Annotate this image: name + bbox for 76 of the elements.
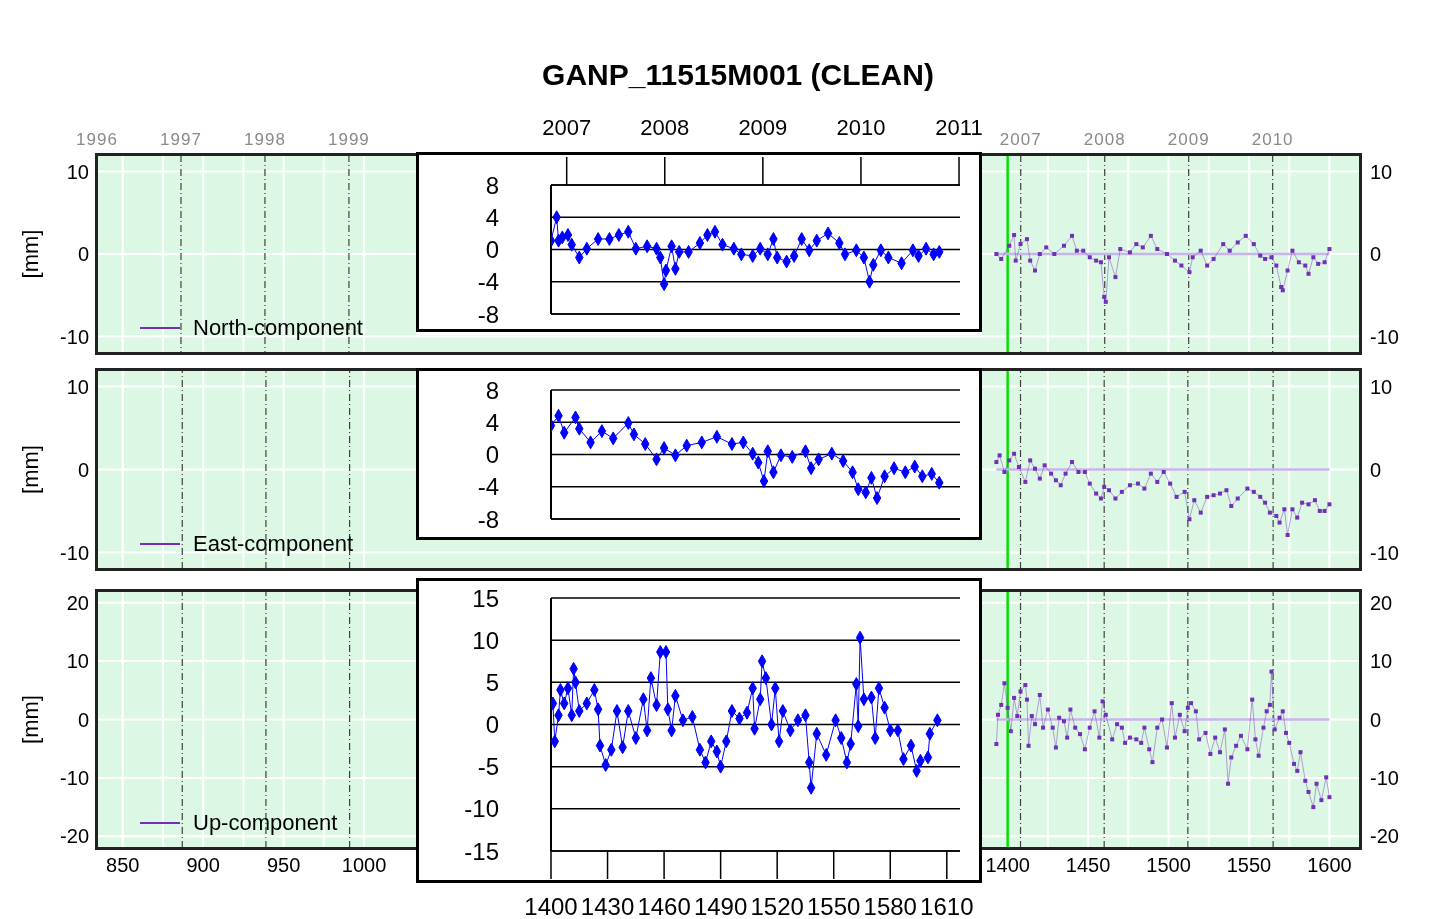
y2-tick-label: -10 (1370, 325, 1399, 348)
x2-tick-label: 2007 (542, 115, 592, 140)
y-tick-label: 10 (66, 160, 89, 183)
y-tick-label: 0 (77, 458, 89, 481)
x-tick-label: 1430 (580, 893, 635, 919)
y-tick-label: 10 (66, 375, 89, 398)
chart-title: GANP_11515M001 (CLEAN) (541, 58, 935, 92)
y-axis-title: [mm] (17, 445, 43, 494)
y-tick-label: 10 (66, 650, 89, 673)
legend-label: Up-component (193, 810, 338, 836)
y2-tick-label: 10 (1370, 650, 1393, 673)
y2-tick-label: -10 (1370, 541, 1399, 564)
x-tick-label: 850 (106, 854, 140, 877)
x2-tick-label: 2008 (1083, 130, 1126, 149)
y-tick-label: 4 (485, 203, 499, 231)
x2-tick-label: 2007 (999, 130, 1042, 149)
y-tick-label: 0 (77, 243, 89, 266)
y2-tick-label: 20 (1370, 591, 1393, 614)
y-tick-label: -8 (477, 505, 499, 533)
y2-tick-label: 0 (1370, 458, 1382, 481)
y-tick-label: -4 (477, 268, 499, 296)
x-tick-label: 1500 (1146, 854, 1191, 877)
x-tick-label: 900 (186, 854, 220, 877)
legend-label: North-component (193, 315, 363, 341)
x-tick-label: 1610 (920, 893, 974, 919)
x2-tick-label: 2010 (836, 115, 886, 140)
y2-tick-label: -10 (1370, 767, 1399, 790)
y-tick-label: 0 (485, 441, 499, 469)
legend-label: East-component (193, 531, 354, 557)
x-tick-label: 1460 (637, 893, 691, 919)
y-tick-label: -8 (477, 300, 499, 328)
y2-tick-label: 10 (1370, 375, 1393, 398)
y2-tick-label: 10 (1370, 160, 1393, 183)
y-tick-label: -10 (60, 541, 89, 564)
y2-tick-label: 0 (1370, 243, 1382, 266)
y-tick-label: 0 (485, 711, 499, 739)
x2-tick-label: 1996 (76, 130, 118, 149)
y-tick-label: -10 (60, 325, 89, 348)
x2-tick-label: 1998 (244, 130, 286, 149)
x2-tick-label: 2010 (1251, 130, 1294, 149)
y-tick-label: 20 (66, 591, 89, 614)
y2-tick-label: -20 (1370, 825, 1399, 848)
x-tick-label: 1550 (807, 893, 861, 919)
x2-tick-label: 2008 (640, 115, 690, 140)
x2-tick-label: 1999 (328, 130, 370, 149)
x-tick-label: 1400 (985, 854, 1030, 877)
x2-tick-label: 2009 (738, 115, 788, 140)
y-tick-label: -5 (477, 753, 499, 781)
x-tick-label: 950 (266, 854, 301, 877)
y-tick-label: 8 (485, 171, 499, 199)
y2-tick-label: 0 (1370, 708, 1382, 731)
y-tick-label: 10 (472, 626, 499, 654)
x-tick-label: 1600 (1307, 854, 1352, 877)
y-tick-label: 4 (485, 408, 499, 436)
x-tick-label: 1000 (341, 854, 387, 877)
y-axis-title: [mm] (17, 229, 43, 279)
y-tick-label: 15 (472, 584, 499, 612)
y-tick-label: -4 (477, 473, 499, 501)
y-axis-title: [mm] (17, 695, 43, 744)
y-tick-label: -20 (60, 825, 89, 848)
x-tick-label: 1490 (693, 893, 748, 919)
x-tick-label: 1520 (750, 893, 804, 919)
y-tick-label: 5 (485, 668, 499, 696)
y-tick-label: 0 (77, 708, 89, 731)
x-tick-label: 1580 (863, 893, 917, 919)
y-tick-label: -15 (464, 837, 499, 865)
y-tick-label: -10 (464, 795, 499, 823)
y-tick-label: -10 (60, 767, 89, 790)
y-tick-label: 0 (485, 236, 499, 264)
x-tick-label: 1450 (1065, 854, 1111, 877)
x-tick-label: 1400 (524, 893, 578, 919)
y-tick-label: 8 (485, 376, 499, 404)
x-tick-label: 1550 (1226, 854, 1272, 877)
x2-tick-label: 2011 (935, 115, 983, 140)
x2-tick-label: 1997 (160, 130, 202, 149)
x2-tick-label: 2009 (1167, 130, 1210, 149)
